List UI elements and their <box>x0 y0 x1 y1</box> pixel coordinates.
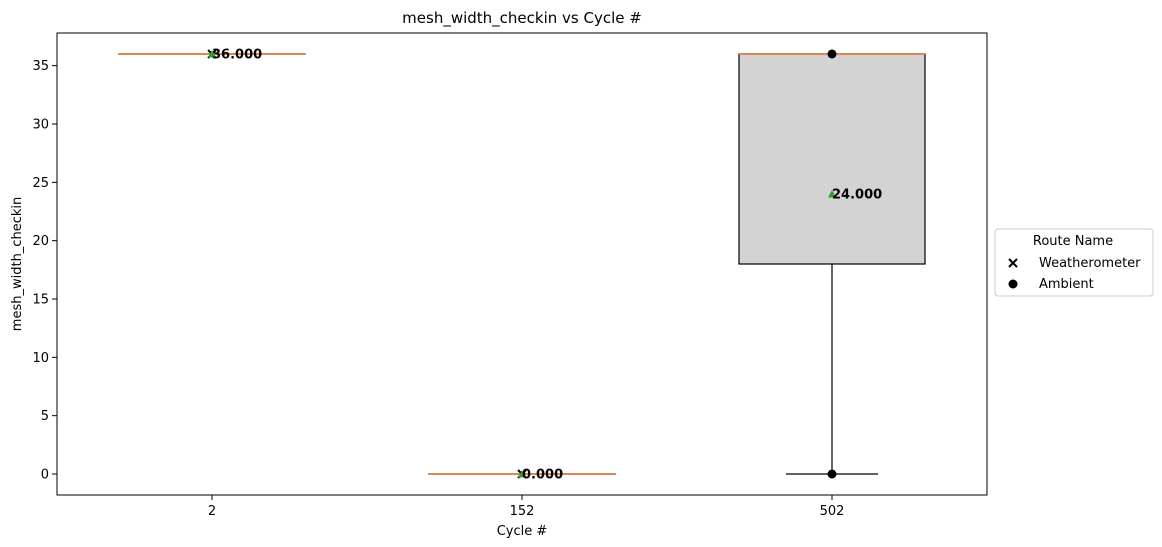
box-iqr <box>738 53 926 265</box>
legend-marker-ambient <box>1008 279 1018 289</box>
y-tick-label: 0 <box>41 468 49 483</box>
legend-frame <box>994 228 1154 297</box>
legend: Route Name Weatherometer Ambient <box>994 228 1154 297</box>
legend-label-ambient: Ambient <box>1039 277 1094 292</box>
x-axis-label: Cycle # <box>497 524 548 539</box>
legend-label-weatherometer: Weatherometer <box>1039 256 1141 271</box>
y-axis-ticks: 0 5 10 15 20 25 30 35 <box>32 59 57 483</box>
y-tick-label: 10 <box>32 351 49 366</box>
y-tick-label: 35 <box>32 59 49 74</box>
y-tick-label: 25 <box>32 176 49 191</box>
x-axis-ticks: 2 152 502 <box>208 495 845 519</box>
mean-label: 36.000 <box>212 48 262 63</box>
y-tick-label: 15 <box>32 293 49 308</box>
legend-marker-weatherometer <box>1008 258 1018 268</box>
y-axis-label: mesh_width_checkin <box>10 197 25 331</box>
y-tick-label: 20 <box>32 234 49 249</box>
y-tick-label: 30 <box>32 118 49 133</box>
legend-title: Route Name <box>1033 234 1113 249</box>
mean-marker <box>208 50 216 58</box>
mean-labels-layer: 36.000 0.000 24.000 <box>212 48 882 483</box>
point-ambient <box>827 49 837 59</box>
box-502 <box>738 53 926 475</box>
mean-marker <box>828 190 836 198</box>
x-tick-label: 152 <box>510 504 535 519</box>
mean-label: 24.000 <box>832 188 882 203</box>
y-tick-label: 5 <box>41 409 49 424</box>
mean-marker <box>518 470 526 478</box>
x-tick-label: 2 <box>208 504 216 519</box>
mean-label: 0.000 <box>522 468 563 483</box>
point-ambient <box>827 469 837 479</box>
chart-title: mesh_width_checkin vs Cycle # <box>402 9 642 28</box>
means-layer <box>208 50 836 478</box>
x-tick-label: 502 <box>820 504 845 519</box>
